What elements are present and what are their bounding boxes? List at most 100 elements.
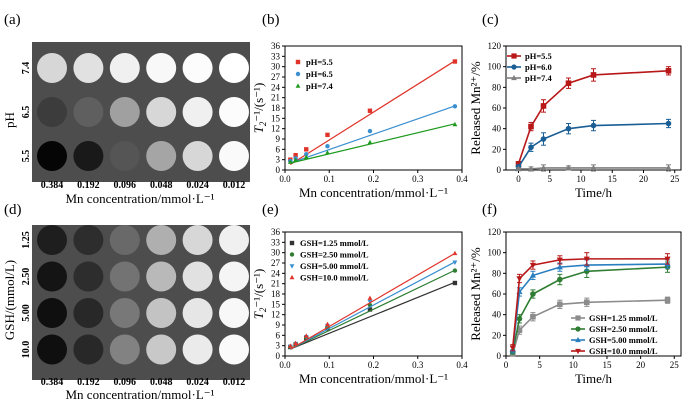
y-tick-label: 3: [276, 341, 281, 351]
data-point: [303, 154, 309, 160]
data-point: [293, 152, 298, 158]
column-label: 0.192: [77, 377, 100, 388]
data-point: [511, 64, 517, 70]
y-tick-label: 40: [492, 310, 502, 320]
panel-d-row-labels: 1.25 2.50 5.00 10.0: [21, 231, 32, 358]
row-label: 7.4: [21, 62, 32, 75]
phantom-well: [73, 141, 104, 171]
data-point: [664, 297, 671, 303]
phantom-well: [146, 298, 177, 328]
phantom-well: [37, 141, 67, 171]
data-point: [529, 272, 537, 278]
data-point: [452, 280, 458, 286]
data-point: [304, 147, 309, 152]
x-tick-label: 0.2: [368, 360, 379, 370]
data-point: [516, 316, 523, 322]
data-point: [287, 343, 293, 348]
phantom-well: [73, 261, 104, 292]
phantom-well: [73, 334, 104, 365]
fit-line: [290, 252, 456, 350]
x-axis-label: Mn concentration/mmol·L⁻¹: [299, 185, 448, 200]
legend-entry: pH=6.0: [525, 62, 552, 72]
column-label: 0.384: [41, 377, 64, 388]
fit-line: [290, 281, 456, 350]
phantom-well: [219, 298, 249, 328]
y-tick-label: 80: [492, 268, 502, 278]
data-point: [303, 333, 309, 338]
fit-line: [289, 60, 456, 165]
panel-d-image-background: [32, 225, 250, 380]
column-label: 0.192: [77, 180, 100, 191]
y-tick-label: 33: [271, 237, 281, 247]
data-point: [293, 157, 299, 162]
phantom-well: [219, 261, 249, 292]
column-label: 0.024: [186, 180, 209, 191]
column-label: 0.024: [186, 377, 209, 388]
legend-entry: GSH=2.50 mmol/L: [589, 324, 658, 334]
legend-entry: GSH=2.50 mmol/L: [300, 250, 369, 260]
row-label: 5.00: [21, 304, 32, 322]
y-tick-label: 18: [271, 103, 281, 113]
data-point: [565, 164, 572, 171]
y-tick-label: 100: [488, 248, 502, 258]
data-point: [289, 274, 295, 280]
data-point: [540, 164, 547, 171]
row-label: 10.0: [21, 341, 32, 359]
legend-entry: pH=7.4: [306, 81, 334, 91]
data-point: [530, 313, 536, 320]
column-label: 0.048: [150, 180, 173, 191]
data-point: [295, 83, 301, 88]
row-label: 2.50: [21, 268, 32, 286]
data-point: [575, 348, 581, 355]
y-tick-label: 36: [271, 227, 281, 237]
y-tick-label: 20: [492, 144, 502, 154]
data-point: [325, 144, 330, 149]
panel-f-chart: 0 5 10 15 20 25 0 20 40 60 80 100 120 Time/h Released …: [468, 227, 682, 386]
legend-entry: GSH=1.25 mmol/L: [589, 313, 658, 323]
phantom-well: [182, 334, 213, 365]
data-point: [452, 104, 458, 109]
data-point: [295, 59, 301, 65]
y-tick-label: 120: [488, 227, 502, 237]
legend-entry: GSH=1.25 mmol/L: [300, 238, 369, 248]
data-point: [665, 120, 672, 127]
data-point: [295, 71, 301, 77]
phantom-well: [219, 334, 249, 365]
legend-entry: GSH=10.0 mmol/L: [589, 346, 658, 356]
x-tick-label: 0: [516, 174, 521, 184]
data-point: [530, 291, 536, 297]
panel-d-group-label: GSH/(mmol/L): [2, 260, 17, 340]
data-point: [367, 139, 373, 145]
phantom-well: [182, 225, 213, 255]
column-label: 0.012: [223, 180, 246, 191]
phantom-well: [109, 53, 140, 83]
data-point: [452, 59, 458, 64]
legend-entry: GSH=5.00 mmol/L: [589, 335, 658, 345]
phantom-well: [37, 97, 67, 127]
y-tick-label: 20: [492, 330, 502, 340]
phantom-well: [109, 225, 140, 255]
data-point: [367, 295, 373, 300]
data-point: [287, 159, 293, 164]
data-point: [583, 299, 590, 306]
panel-label-e: (e): [262, 202, 279, 218]
y-tick-label: 0: [497, 351, 502, 361]
fit-line: [290, 261, 456, 350]
data-point: [665, 164, 672, 171]
column-label: 0.048: [150, 377, 173, 388]
panel-a-xlabel: Mn concentration/mmol·L⁻¹: [65, 191, 214, 206]
y-tick-label: 15: [271, 113, 281, 123]
x-tick-label: 0: [504, 360, 509, 370]
data-point: [556, 263, 563, 270]
x-tick-label: 10: [577, 174, 587, 184]
panel-label-f: (f): [482, 202, 497, 218]
panel-a-row-labels: 7.4 6.5 5.5: [21, 62, 32, 163]
data-point: [289, 240, 295, 246]
phantom-well: [109, 141, 140, 171]
y-axis-label: Released Mn²⁺/%: [468, 61, 483, 155]
y-tick-label: 40: [492, 124, 502, 134]
data-point: [515, 161, 522, 167]
data-point: [590, 122, 597, 129]
